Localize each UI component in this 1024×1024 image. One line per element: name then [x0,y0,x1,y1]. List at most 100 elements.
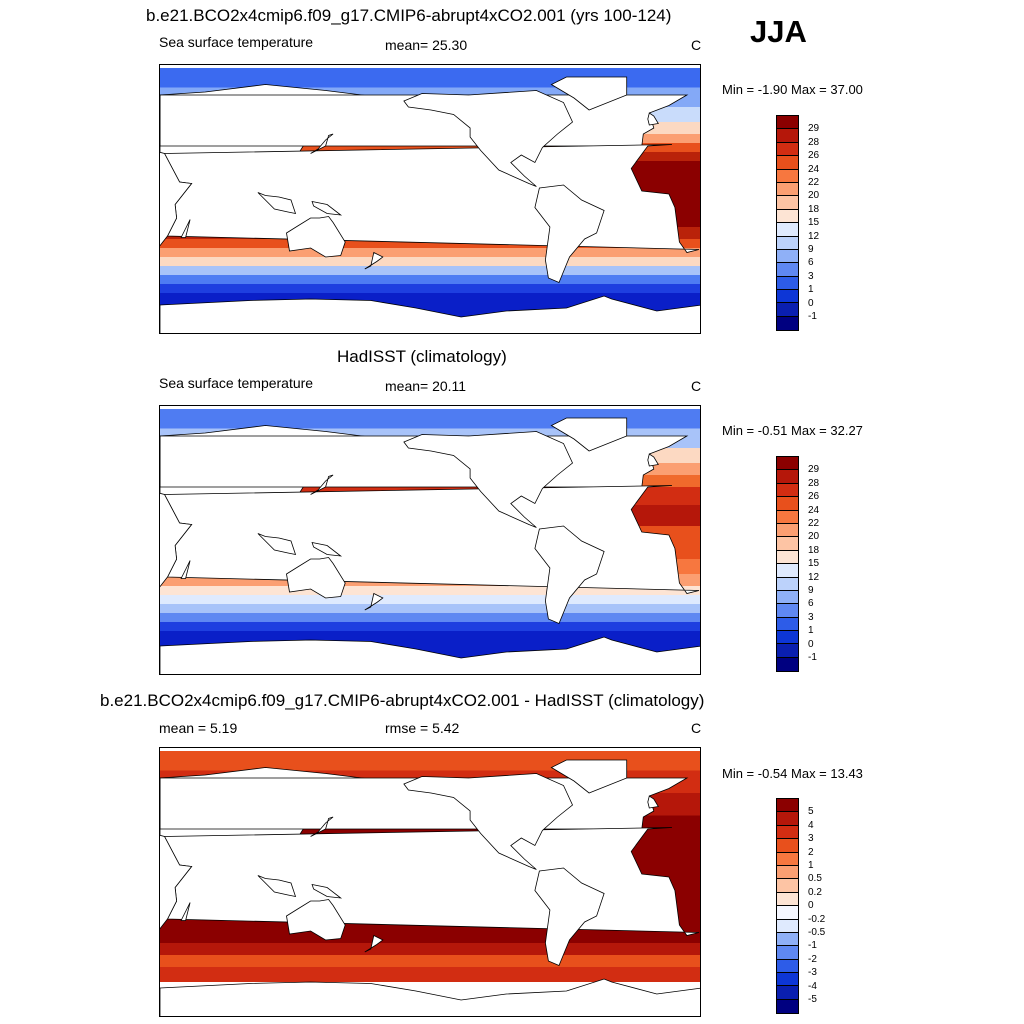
landmass-new-guinea [311,883,343,899]
colorbar-tick-label: 3 [808,270,814,282]
colorbar-box [777,550,798,565]
colorbar-tick-label: 1 [808,284,814,296]
sst-band [160,595,700,605]
sst-band [160,143,700,153]
landmass-madagascar [180,560,191,579]
colorbar-box [777,590,798,605]
landmass-north-america [403,773,573,870]
colorbar-tick-label: 0 [808,900,814,912]
landmass-indonesia [257,533,297,556]
min-max-label: Min = -0.54 Max = 13.43 [722,766,863,781]
colorbar-tick-label: 6 [808,257,814,269]
colorbar-box [777,617,798,632]
colorbar-tick-label: 20 [808,190,820,202]
colorbar [776,456,799,673]
landmass-uk [647,112,659,126]
colorbar-box [777,879,798,893]
landmass-south-america [534,525,605,625]
sst-band [160,955,700,968]
colorbar [776,798,799,1015]
panel-left-label: Sea surface temperature [159,34,314,50]
colorbar-tick-label: -0.5 [808,927,826,938]
landmass-greenland [550,759,628,794]
landmass-africa [163,144,700,253]
min-max-label: Min = -1.90 Max = 37.00 [722,82,863,97]
colorbar-box [777,631,798,645]
colorbar-tick-label: -0.2 [808,913,826,925]
colorbar-tick-label: 20 [808,531,820,543]
landmass-north-america [403,90,573,187]
landmass-indonesia [257,875,297,898]
sst-obs-map [159,405,701,675]
colorbar-box [777,919,798,933]
landmass-new-zealand [364,251,384,270]
landmass-africa-wrap [160,834,193,930]
panel-center-label: rmse = 5.42 [385,720,460,736]
landmass-madagascar [180,902,191,921]
colorbar-box [777,116,798,130]
colorbar-box [777,316,798,331]
landmass-australia [286,899,346,941]
colorbar-tick-label: 28 [808,136,820,148]
colorbar-tick-label: 28 [808,477,820,489]
landmass-australia [286,557,346,599]
colorbar-tick-label: 12 [808,230,820,242]
sst-band [160,239,700,249]
colorbar-box [777,812,798,826]
colorbar-tick-label: 9 [808,585,814,596]
sst-band [160,943,700,956]
panel-left-label: Sea surface temperature [159,375,314,391]
colorbar-tick-label: 3 [808,611,814,623]
colorbar-tick-label: 5 [808,806,814,818]
colorbar-tick-label: 0.2 [808,886,822,898]
landmass-south-america [534,184,605,284]
colorbar-tick-label: 24 [808,504,820,516]
landmass-africa-wrap [160,151,193,247]
colorbar-box [777,510,798,524]
colorbar-box [777,825,798,840]
sst-difference-map [159,747,701,1017]
landmass-japan [310,816,334,837]
colorbar-box [777,644,798,658]
colorbar-box [777,303,798,317]
colorbar-box [777,263,798,277]
landmass-australia [286,216,346,258]
sst-band [160,586,700,596]
panel-center-label: mean= 20.11 [385,378,467,394]
colorbar-box [777,249,798,264]
panel-title: HadISST (climatology) [337,347,507,366]
colorbar-tick-label: 18 [808,203,820,215]
colorbar-tick-label: -1 [808,652,817,663]
colorbar-tick-label: 29 [808,464,820,476]
colorbar-box [777,497,798,511]
colorbar-tick-label: 9 [808,244,814,255]
colorbar-box [777,457,798,471]
colorbar-box [777,537,798,551]
colorbar-tick-label: 1 [808,860,814,871]
landmass-antarctica [160,978,700,1016]
colorbar-box [777,129,798,143]
landmass-africa [163,827,700,936]
colorbar-tick-label: 15 [808,558,820,570]
colorbar-box [777,577,798,591]
landmass-new-guinea [311,541,343,557]
colorbar-box [777,839,798,853]
landmass-uk [647,795,659,809]
sst-band [160,266,700,276]
colorbar-box [777,852,798,866]
colorbar-tick-label: -3 [808,967,817,979]
colorbar [776,115,799,332]
colorbar-tick-label: 0.5 [808,873,822,885]
units-label: C [691,378,702,394]
colorbar-tick-label: 0 [808,638,814,650]
colorbar-tick-label: 12 [808,571,820,583]
colorbar-tick-label: 3 [808,833,814,845]
panel-left-label: mean = 5.19 [159,720,238,736]
colorbar-tick-label: 29 [808,123,820,135]
colorbar-box [777,999,798,1014]
season-label: JJA [750,14,807,49]
colorbar-box [777,604,798,618]
colorbar-box [777,799,798,813]
colorbar-box [777,865,798,880]
colorbar-tick-label: 22 [808,518,820,529]
